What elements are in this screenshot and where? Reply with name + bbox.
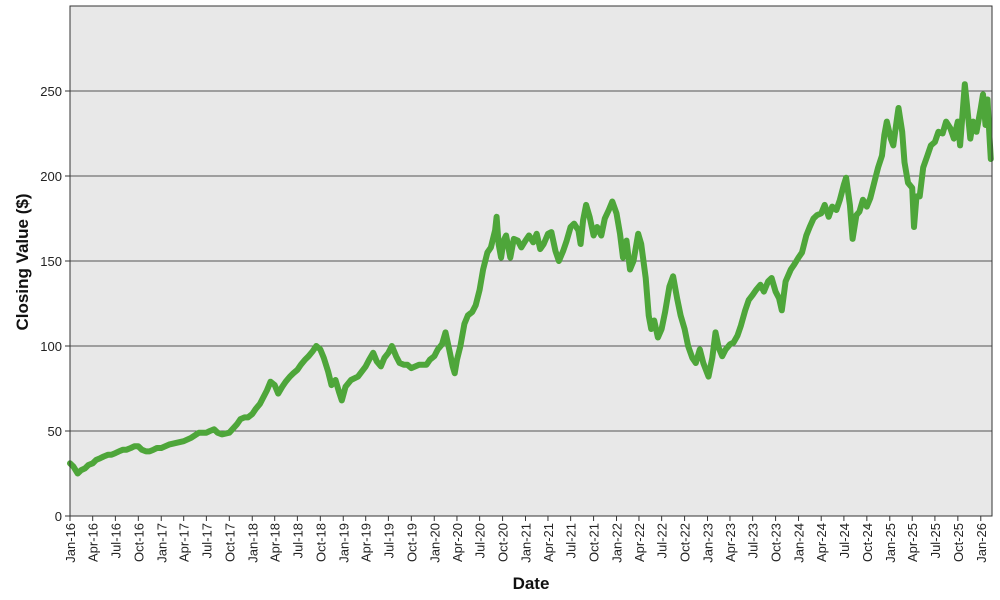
x-tick-label: Apr-19	[359, 523, 374, 562]
x-tick-label: Jan-20	[427, 523, 442, 563]
x-tick-label: Jul-22	[655, 523, 670, 558]
x-tick-label: Jul-18	[290, 523, 305, 558]
x-tick-label: Jul-17	[199, 523, 214, 558]
x-tick-label: Oct-25	[951, 523, 966, 562]
x-tick-label: Apr-16	[86, 523, 101, 562]
x-tick-label: Jan-19	[336, 523, 351, 563]
x-axis-ticks: Jan-16 Apr-16 Jul-16 Oct-16 Jan-17 Apr-17 Jul-…	[63, 516, 989, 563]
x-tick-label: Jul-16	[108, 523, 123, 558]
y-tick-label: 200	[40, 169, 62, 184]
series-line	[67, 81, 994, 477]
x-tick-label: Oct-18	[313, 523, 328, 562]
x-tick-label: Jul-19	[381, 523, 396, 558]
y-tick-label: 100	[40, 339, 62, 354]
x-axis-title: Date	[513, 574, 550, 593]
x-tick-label: Apr-23	[723, 523, 738, 562]
x-tick-label: Jul-25	[928, 523, 943, 558]
x-tick-label: Jan-23	[701, 523, 716, 563]
x-tick-label: Oct-23	[769, 523, 784, 562]
x-tick-label: Jan-26	[974, 523, 989, 563]
y-tick-label: 50	[48, 424, 62, 439]
x-tick-label: Oct-16	[131, 523, 146, 562]
x-tick-label: Jul-23	[746, 523, 761, 558]
x-tick-label: Oct-22	[678, 523, 693, 562]
x-tick-label: Jul-21	[564, 523, 579, 558]
x-tick-label: Oct-19	[404, 523, 419, 562]
x-tick-label: Apr-18	[268, 523, 283, 562]
x-tick-label: Apr-21	[541, 523, 556, 562]
x-tick-label: Oct-21	[587, 523, 602, 562]
y-tick-label: 0	[55, 509, 62, 524]
x-tick-label: Oct-24	[860, 523, 875, 562]
plot-frame	[69, 5, 993, 517]
x-tick-label: Jul-20	[473, 523, 488, 558]
x-tick-label: Apr-22	[632, 523, 647, 562]
x-tick-label: Jan-18	[245, 523, 260, 563]
x-tick-label: Jan-21	[519, 523, 534, 563]
y-axis-title: Closing Value ($)	[13, 194, 32, 331]
x-tick-label: Jan-24	[792, 523, 807, 563]
x-tick-label: Jan-16	[63, 523, 78, 563]
y-tick-label: 250	[40, 84, 62, 99]
x-tick-label: Apr-20	[450, 523, 465, 562]
x-tick-label: Apr-17	[177, 523, 192, 562]
x-tick-label: Oct-20	[496, 523, 511, 562]
x-tick-label: Apr-24	[814, 523, 829, 562]
x-tick-label: Oct-17	[222, 523, 237, 562]
x-tick-label: Jul-24	[837, 523, 852, 558]
y-tick-label: 150	[40, 254, 62, 269]
x-tick-label: Jan-25	[883, 523, 898, 563]
x-tick-label: Jan-22	[610, 523, 625, 563]
x-tick-label: Jan-17	[154, 523, 169, 563]
x-tick-label: Apr-25	[905, 523, 920, 562]
y-axis-ticks: 0 50 100 150 200 250	[40, 84, 70, 524]
